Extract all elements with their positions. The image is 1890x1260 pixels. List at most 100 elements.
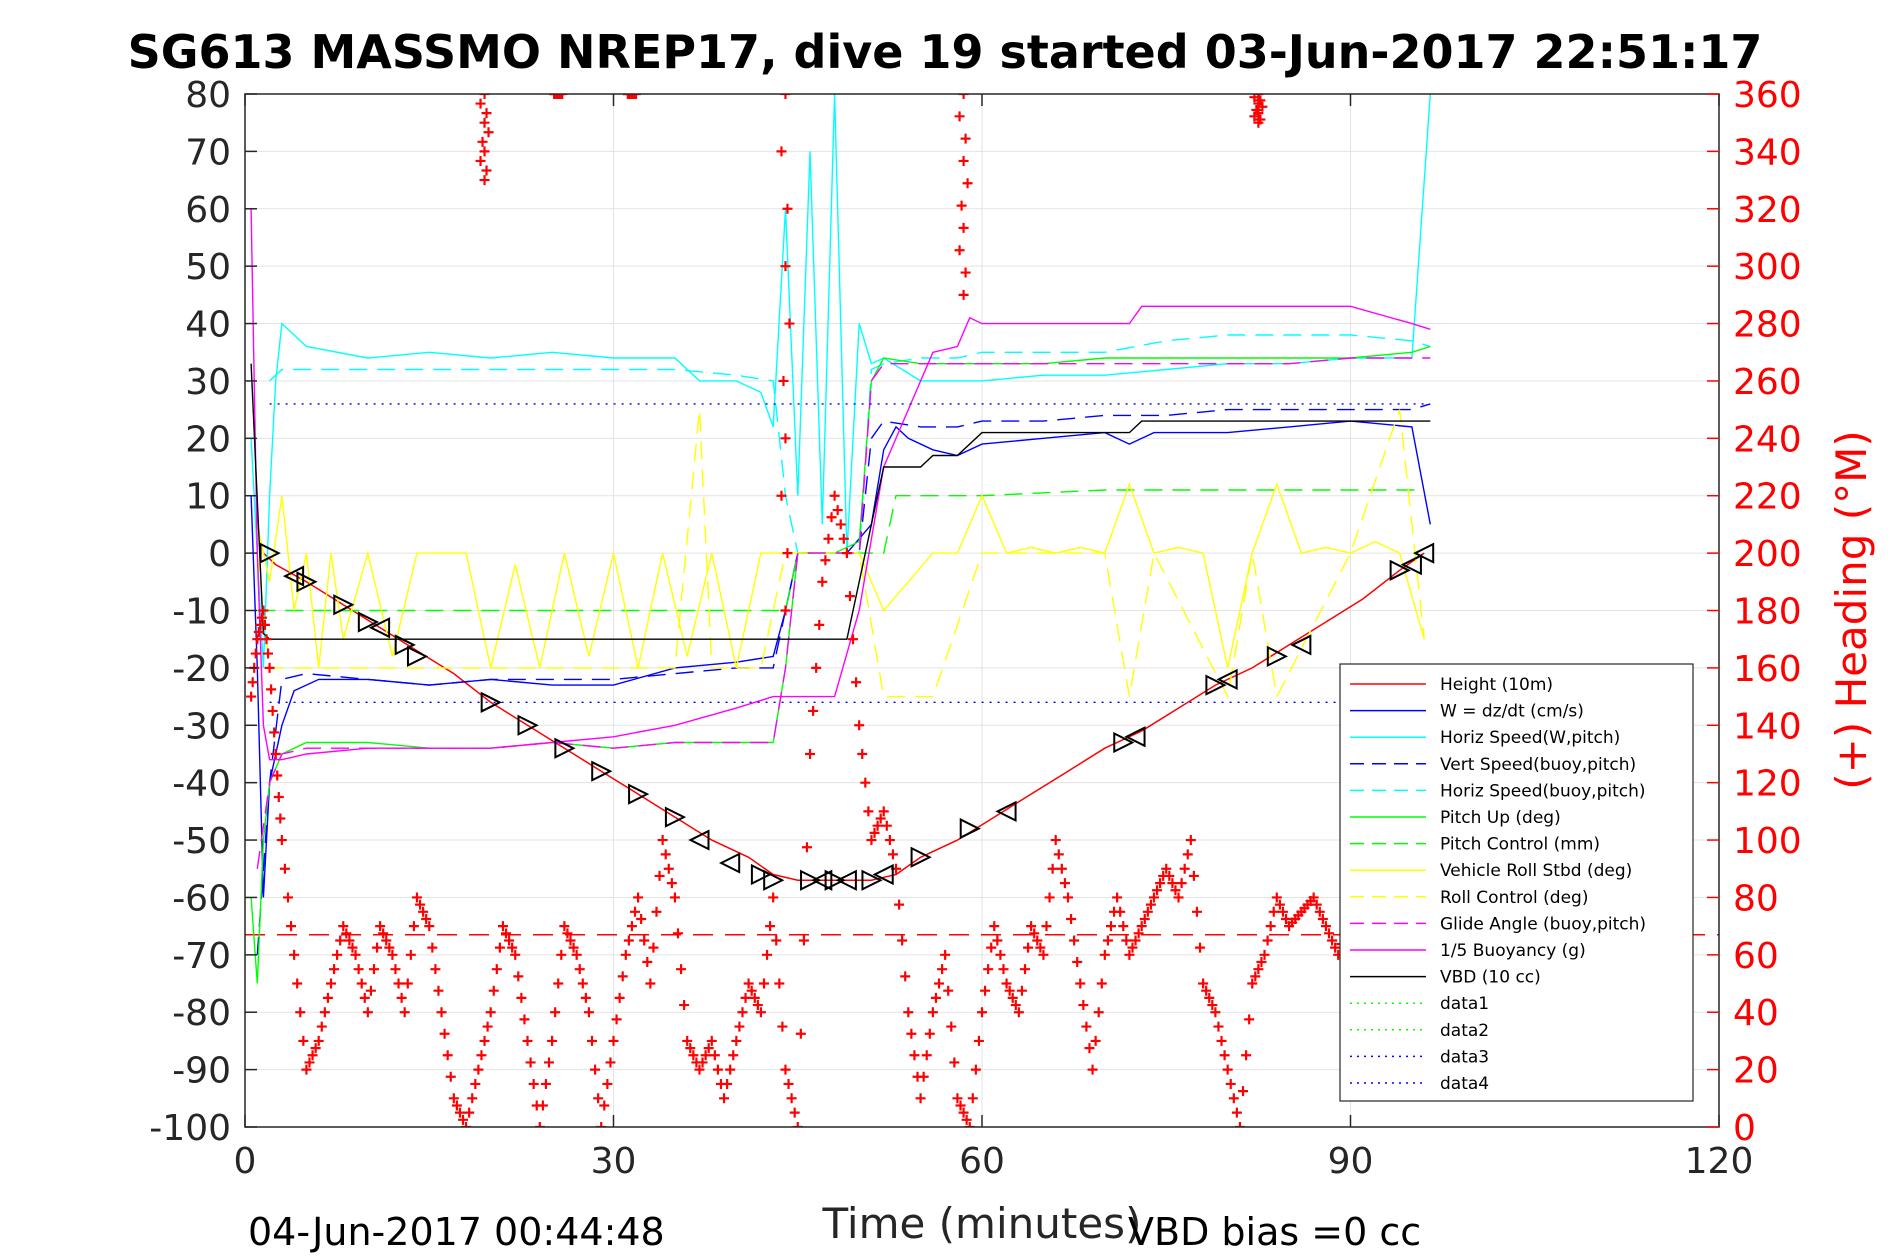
heading-point: [854, 720, 865, 731]
heading-point: [614, 992, 625, 1003]
heading-point: [642, 957, 653, 968]
heading-point: [273, 792, 284, 803]
heading-point: [475, 155, 486, 166]
glider-marker: [800, 869, 822, 891]
heading-point: [272, 770, 283, 781]
heading-point: [1013, 1007, 1024, 1018]
heading-point: [516, 992, 527, 1003]
heading-point: [1059, 878, 1070, 889]
heading-point: [666, 878, 677, 889]
heading-point: [384, 942, 395, 953]
heading-point: [900, 971, 911, 982]
heading-point: [347, 942, 358, 953]
heading-point: [1118, 921, 1129, 932]
x-tick-label: 90: [1328, 1141, 1374, 1182]
heading-point: [848, 634, 859, 645]
heading-point: [316, 1021, 327, 1032]
right-tick-label: 300: [1733, 247, 1802, 288]
heading-point: [967, 1093, 978, 1104]
heading-point: [282, 892, 293, 903]
heading-point: [458, 1114, 469, 1125]
heading-point: [479, 175, 490, 186]
heading-point: [313, 1035, 324, 1046]
heading-point: [1105, 921, 1116, 932]
heading-point: [479, 1035, 490, 1046]
heading-point: [1255, 114, 1266, 125]
heading-point: [1327, 935, 1338, 946]
heading-point: [362, 1007, 373, 1018]
heading-point: [448, 1093, 459, 1104]
heading-point: [1259, 949, 1270, 960]
heading-point: [823, 533, 834, 544]
heading-point: [719, 1093, 730, 1104]
left-tick-label: 70: [185, 132, 231, 173]
heading-point: [663, 863, 674, 874]
heading-point: [329, 964, 340, 975]
heading-point: [826, 512, 837, 523]
heading-point: [1035, 942, 1046, 953]
heading-point: [1320, 921, 1331, 932]
heading-point: [1179, 863, 1190, 874]
heading-point: [709, 1050, 720, 1061]
heading-point: [1281, 913, 1292, 924]
heading-point: [676, 964, 687, 975]
heading-point: [605, 1057, 616, 1068]
heading-point: [1041, 921, 1052, 932]
heading-point: [1185, 835, 1196, 846]
heading-point: [525, 1057, 536, 1068]
legend-label-15: data4: [1440, 1074, 1489, 1094]
right-tick-label: 200: [1733, 534, 1802, 575]
heading-point: [958, 155, 969, 166]
glider-marker: [394, 634, 416, 656]
heading-point: [1250, 971, 1261, 982]
heading-point: [393, 978, 404, 989]
heading-point: [771, 935, 782, 946]
heading-point: [479, 94, 490, 99]
heading-point: [706, 1035, 717, 1046]
glider-marker: [995, 800, 1017, 822]
right-tick-label: 280: [1733, 305, 1802, 346]
heading-point: [608, 1035, 619, 1046]
legend-label-5: Pitch Up (deg): [1440, 808, 1561, 828]
heading-point: [956, 200, 967, 211]
glider-marker: [1113, 731, 1135, 754]
heading-point: [808, 705, 819, 716]
glider-marker: [861, 869, 883, 891]
legend-label-12: data1: [1440, 994, 1489, 1014]
legend-label-14: data3: [1440, 1047, 1489, 1067]
heading-point: [780, 261, 791, 272]
heading-point: [267, 705, 278, 716]
heading-point: [279, 863, 290, 874]
left-tick-label: 40: [185, 305, 231, 346]
heading-point: [596, 1122, 607, 1127]
heading-point: [780, 1064, 791, 1075]
heading-point: [648, 942, 659, 953]
heading-point: [1164, 870, 1175, 881]
right-tick-label: 180: [1733, 592, 1802, 633]
heading-point: [832, 505, 843, 516]
heading-point: [860, 777, 871, 788]
left-tick-label: -30: [172, 706, 231, 747]
series-line-6: [257, 489, 1425, 612]
heading-point: [264, 662, 275, 673]
heading-point: [513, 971, 524, 982]
legend-label-2: Horiz Speed(W,pitch): [1440, 728, 1620, 748]
left-tick-label: 60: [185, 190, 231, 231]
heading-point: [1130, 935, 1141, 946]
glider-marker: [824, 869, 846, 891]
heading-point: [811, 662, 822, 673]
heading-point: [510, 949, 521, 960]
heading-point: [955, 1100, 966, 1111]
heading-point: [697, 1057, 708, 1068]
heading-point: [256, 612, 267, 623]
heading-point: [1213, 1021, 1224, 1032]
heading-point: [390, 964, 401, 975]
glider-marker: [480, 691, 502, 713]
heading-point: [1026, 921, 1037, 932]
heading-point: [1038, 949, 1049, 960]
heading-point: [289, 949, 300, 960]
heading-point: [949, 1057, 960, 1068]
glider-marker: [368, 617, 391, 639]
heading-point: [491, 964, 502, 975]
heading-point: [734, 1021, 745, 1032]
